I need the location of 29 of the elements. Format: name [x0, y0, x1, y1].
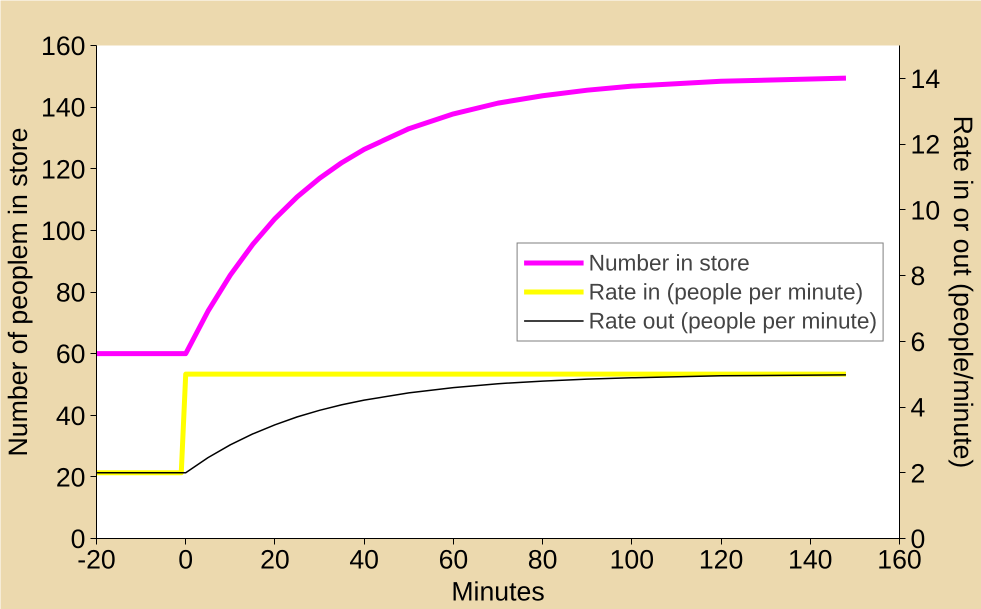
- legend-label: Rate in (people per minute): [588, 278, 864, 305]
- y-tick-label: 140: [41, 92, 86, 123]
- x-tick-label: 60: [438, 544, 468, 574]
- x-tick-label: 40: [349, 544, 379, 574]
- legend-label: Rate out (people per minute): [588, 307, 877, 334]
- y-tick-label: 40: [56, 400, 86, 431]
- y-axis-title: Number of peoplem in store: [3, 128, 34, 456]
- y-tick-label: 100: [41, 216, 86, 246]
- x-tick-label: 120: [698, 544, 744, 574]
- y2-tick-label: 8: [910, 261, 926, 292]
- y2-tick-label: 10: [910, 195, 940, 226]
- y-tick-label: 120: [41, 154, 86, 184]
- x-tick-label: 100: [610, 544, 654, 574]
- x-axis-title: Minutes: [451, 576, 545, 606]
- x-tick-label: 0: [178, 544, 194, 574]
- x-tick-label: 20: [260, 544, 290, 574]
- x-tick-label: 140: [788, 544, 833, 574]
- y-tick-label: 60: [56, 339, 86, 370]
- y-tick-label: 80: [56, 278, 86, 308]
- y2-axis-title: Rate in or out (people/minute): [948, 116, 978, 468]
- legend-label: Number in store: [588, 249, 750, 276]
- y2-tick-label: 14: [910, 64, 940, 94]
- y-tick-label: 20: [56, 462, 86, 492]
- y2-tick-label: 6: [910, 326, 926, 357]
- y2-tick-label: 12: [910, 130, 940, 160]
- y-tick-label: 160: [41, 31, 86, 61]
- y2-tick-label: 4: [910, 392, 926, 423]
- x-tick-label: 80: [528, 544, 558, 574]
- y2-tick-label: 2: [910, 458, 926, 488]
